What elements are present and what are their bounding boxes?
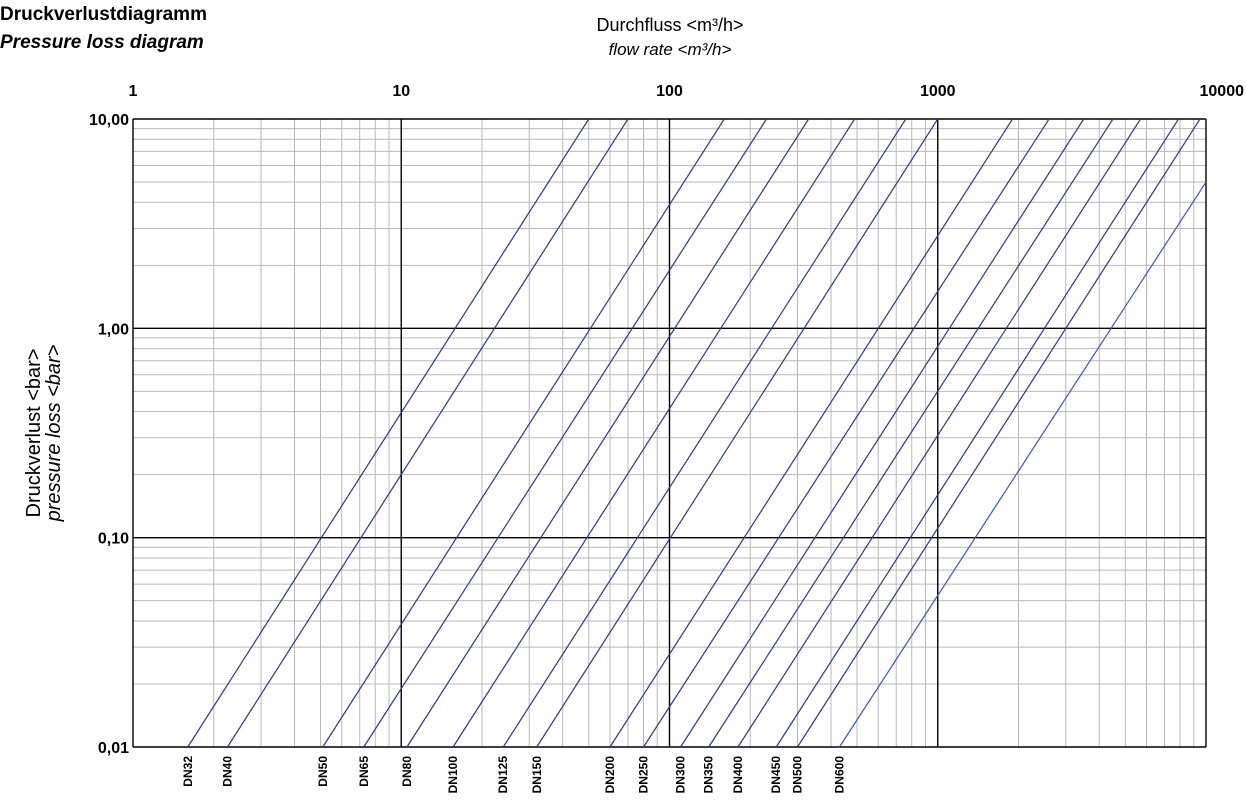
chart-title: Druckverlustdiagramm [0,4,207,25]
y-axis-label: Druckverlust <bar> [23,349,45,518]
grid [132,118,1207,748]
series-label-dn50: DN50 [316,756,330,787]
series-label-dn250: DN250 [637,756,651,794]
x-axis-label-en: flow rate <m³/h> [609,40,732,59]
x-axis-label: Durchfluss <m³/h> [596,15,743,35]
series-line-dn200 [609,118,1014,748]
series-line-dn600 [838,181,1207,748]
series-line-dn32 [187,118,590,748]
series-label-dn40: DN40 [220,756,234,787]
x-tick-label: 100 [656,83,683,100]
series-label-dn65: DN65 [357,756,371,787]
series-line-dn40 [226,118,629,748]
series-label-dn400: DN400 [731,756,745,794]
series-label-dn100: DN100 [446,756,460,794]
series-line-dn350 [708,118,1114,748]
curves [187,118,1207,748]
y-tick-labels: 0,01 0,10 1,00 10,00 [89,112,129,757]
series-label-dn150: DN150 [530,756,544,794]
series-line-dn125 [502,118,907,748]
series-labels: DN32 DN40 DN50 DN65 DN80 DN100 DN125 DN150 DN200… [181,756,847,794]
series-label-dn600: DN600 [832,756,846,794]
series-line-dn50 [322,118,725,748]
series-line-dn450 [775,118,1180,748]
x-tick-labels: 1 10 100 1000 10000 [129,83,1245,100]
series-label-dn80: DN80 [400,756,414,787]
series-label-dn500: DN500 [790,756,804,794]
series-line-dn100 [452,118,856,748]
series-line-dn500 [796,118,1201,748]
series-line-dn400 [737,118,1142,748]
series-line-dn300 [680,118,1085,748]
y-tick-label: 1,00 [98,321,129,338]
series-label-dn300: DN300 [674,756,688,794]
texts: Druckverlustdiagramm Pressure loss diagr… [0,4,744,522]
series-line-dn250 [642,118,1050,748]
y-tick-label: 0,10 [98,531,129,548]
series-label-dn200: DN200 [603,756,617,794]
chart-subtitle: Pressure loss diagram [0,32,204,53]
series-label-dn450: DN450 [769,756,783,794]
series-line-dn80 [406,118,810,748]
series-label-dn350: DN350 [702,756,716,794]
y-tick-label: 10,00 [89,112,129,129]
x-tick-label: 10 [392,83,410,100]
x-tick-label: 1 [129,83,138,100]
series-label-dn125: DN125 [496,756,510,794]
x-tick-label: 1000 [920,83,956,100]
y-axis-label-en: pressure loss <bar> [43,345,65,523]
series-line-dn65 [363,118,768,748]
x-tick-label: 10000 [1200,83,1245,100]
series-line-dn150 [536,118,939,748]
y-tick-label: 0,01 [98,740,129,757]
series-label-dn32: DN32 [181,756,195,787]
